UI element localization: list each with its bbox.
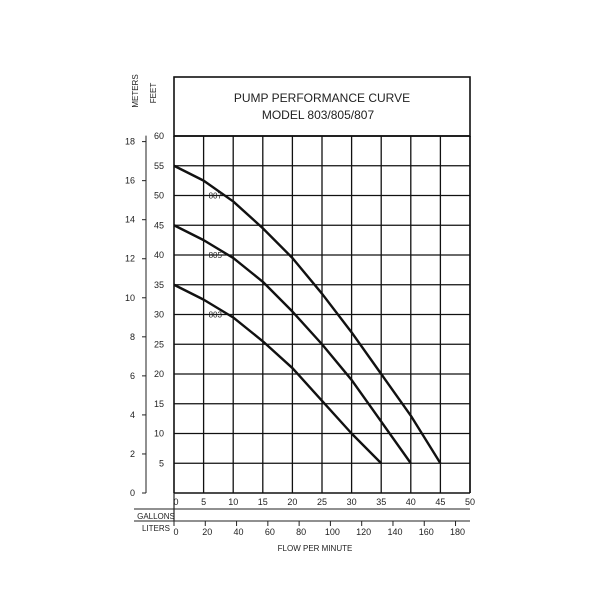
liters-tick-label: 80 — [296, 527, 306, 537]
meters-tick-label: 10 — [125, 293, 135, 303]
gallons-tick-label: 40 — [406, 497, 416, 507]
meters-tick-label: 12 — [125, 254, 135, 264]
x-axis-label: FLOW PER MINUTE — [278, 544, 353, 553]
feet-tick-label: 10 — [154, 429, 164, 439]
gallons-tick-label: 50 — [465, 497, 475, 507]
meters-axis-label: METERS — [131, 74, 140, 107]
gallons-tick-label: 45 — [435, 497, 445, 507]
liters-tick-label: 120 — [356, 527, 371, 537]
chart-title: PUMP PERFORMANCE CURVE — [234, 91, 410, 105]
liters-tick-label: 0 — [173, 527, 178, 537]
gallons-tick-label: 0 — [173, 497, 178, 507]
curve-label-807: 807 — [209, 192, 223, 201]
meters-tick-label: 4 — [130, 410, 135, 420]
meters-tick-label: 6 — [130, 371, 135, 381]
feet-tick-label: 60 — [154, 131, 164, 141]
liters-tick-label: 140 — [387, 527, 402, 537]
curves: 803 805 807 — [173, 164, 442, 465]
feet-tick-label: 15 — [154, 399, 164, 409]
liters-tick-label: 60 — [265, 527, 275, 537]
curve-label-805: 805 — [209, 251, 223, 260]
gallons-tick-label: 25 — [317, 497, 327, 507]
liters-tick-label: 20 — [202, 527, 212, 537]
curve-803 — [173, 283, 383, 465]
liters-tick-label: 100 — [325, 527, 340, 537]
curve-805 — [173, 224, 412, 464]
gallons-tick-label: 20 — [287, 497, 297, 507]
feet-tick-label: 40 — [154, 250, 164, 260]
liters-tick-label: 160 — [419, 527, 434, 537]
meters-tick-label: 8 — [130, 332, 135, 342]
meters-tick-label: 14 — [125, 215, 135, 225]
feet-tick-label: 35 — [154, 280, 164, 290]
meters-tick-label: 2 — [130, 449, 135, 459]
gallons-axis-label: GALLONS — [137, 512, 175, 521]
meters-tick-label: 16 — [125, 176, 135, 186]
title-box — [173, 76, 471, 137]
meters-tick-label: 18 — [125, 137, 135, 147]
feet-tick-label: 50 — [154, 191, 164, 201]
grid — [134, 135, 471, 526]
liters-tick-label: 40 — [234, 527, 244, 537]
feet-tick-label: 20 — [154, 369, 164, 379]
gallons-tick-label: 15 — [258, 497, 268, 507]
feet-tick-label: 5 — [159, 458, 164, 468]
gallons-tick-label: 10 — [228, 497, 238, 507]
liters-tick-label: 180 — [450, 527, 465, 537]
liters-axis-label: LITERS — [142, 524, 170, 533]
feet-axis-label: FEET — [149, 83, 158, 104]
curve-807 — [173, 164, 442, 464]
gallons-tick-label: 5 — [201, 497, 206, 507]
feet-tick-label: 45 — [154, 220, 164, 230]
feet-tick-label: 30 — [154, 310, 164, 320]
gallons-tick-label: 30 — [347, 497, 357, 507]
feet-tick-label: 25 — [154, 339, 164, 349]
feet-tick-label: 55 — [154, 161, 164, 171]
gallons-tick-label: 35 — [376, 497, 386, 507]
chart-subtitle: MODEL 803/805/807 — [262, 108, 375, 122]
curve-label-803: 803 — [209, 311, 223, 320]
meters-tick-label: 0 — [130, 488, 135, 498]
